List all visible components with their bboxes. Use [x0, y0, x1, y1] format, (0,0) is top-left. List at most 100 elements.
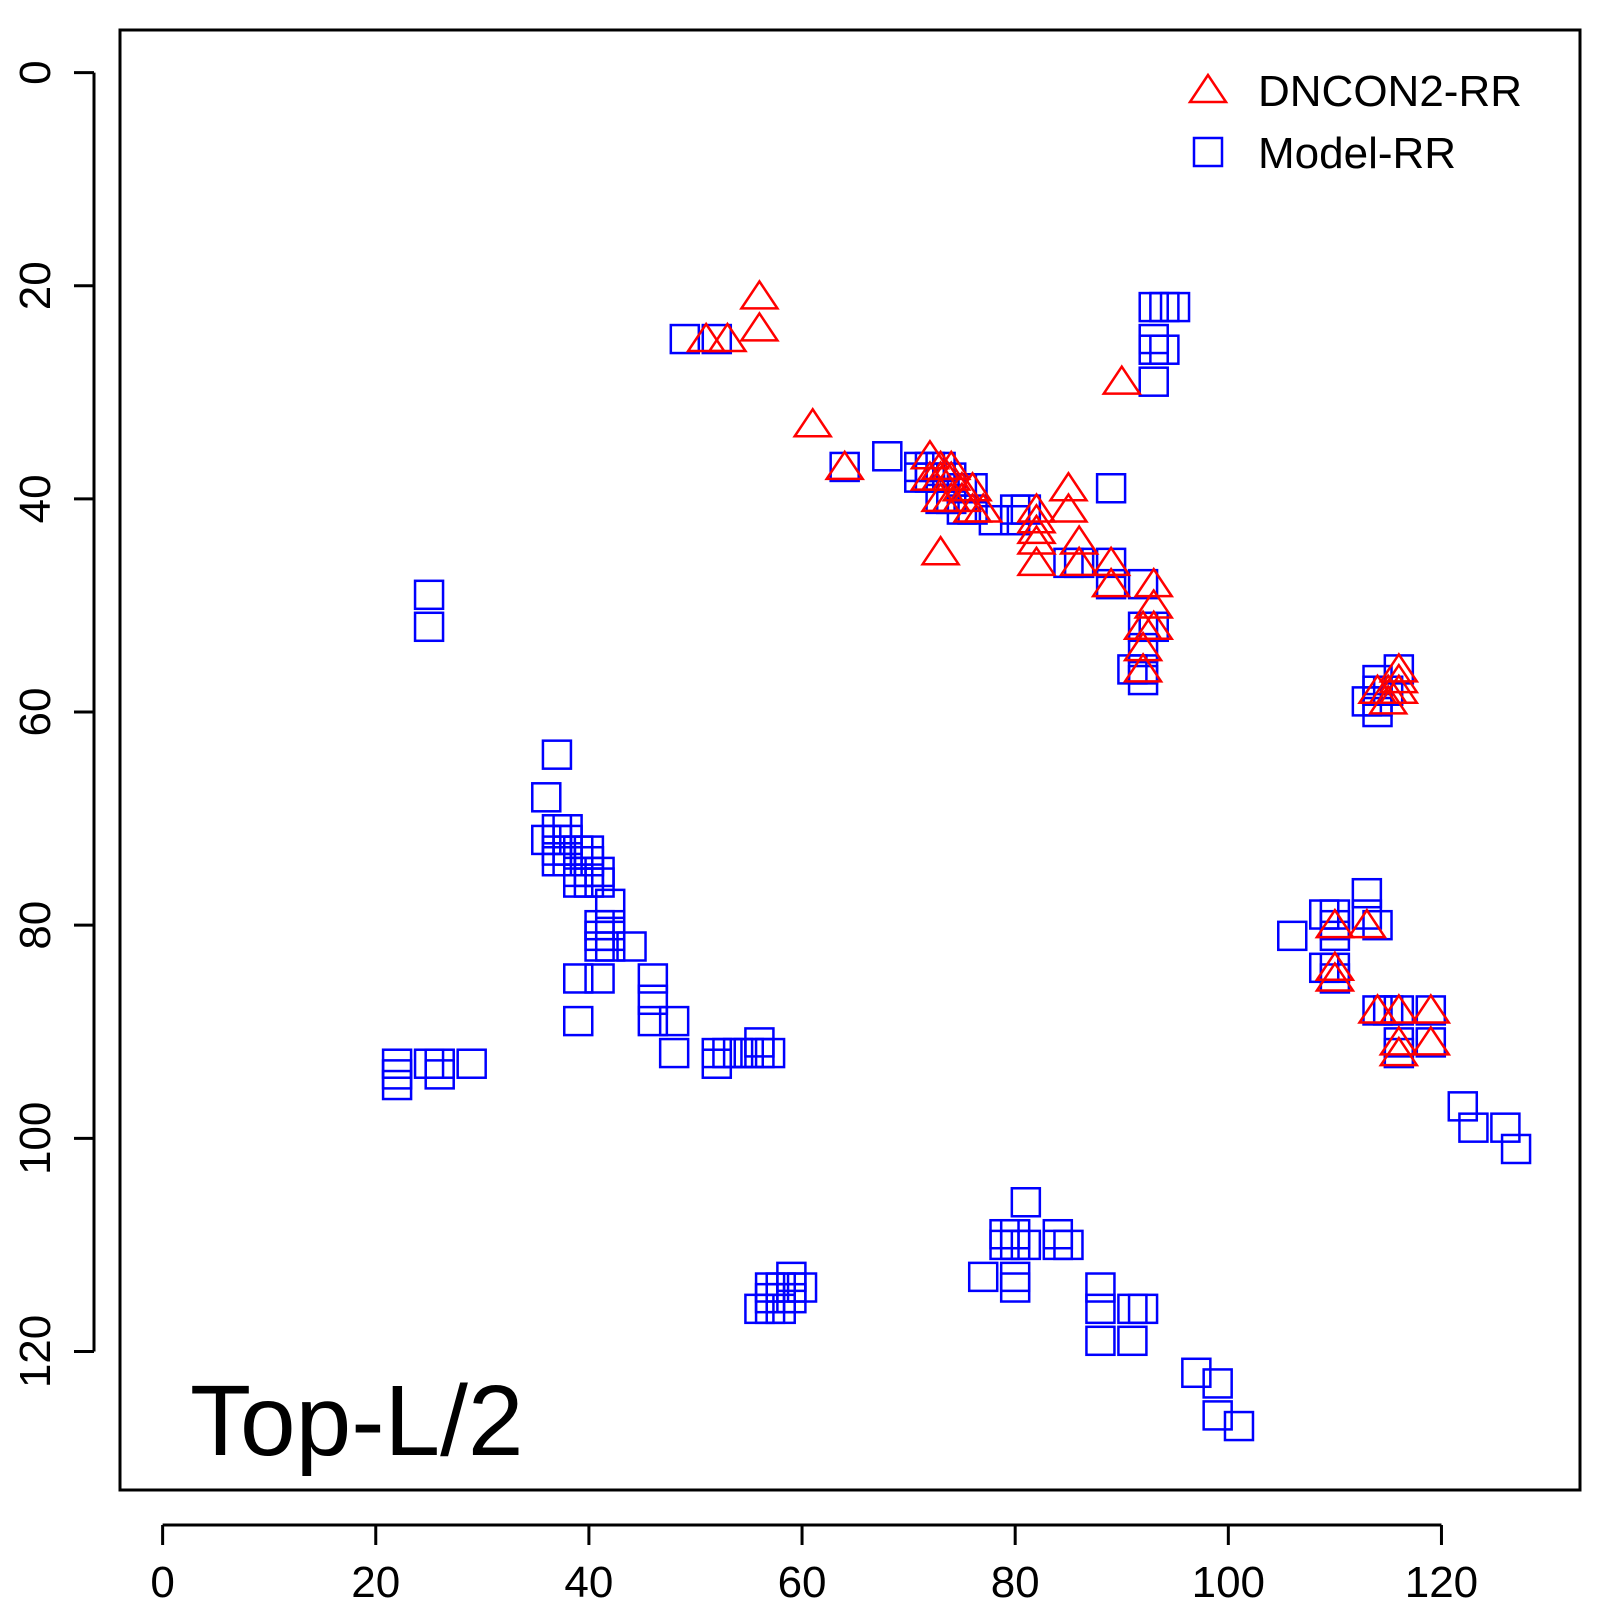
- square-point: [999, 494, 1031, 525]
- x-tick-label: 40: [564, 1558, 613, 1600]
- square-point: [381, 1048, 413, 1079]
- square-point: [637, 1005, 669, 1037]
- square-point: [1149, 291, 1180, 323]
- square-point: [1117, 1325, 1148, 1357]
- triangle-point: [1314, 907, 1356, 939]
- square-point: [541, 824, 573, 856]
- square-point: [552, 835, 583, 866]
- square-point: [531, 824, 562, 856]
- square-point: [1117, 1293, 1148, 1325]
- triangle-point: [1048, 492, 1089, 523]
- square-point: [744, 1293, 775, 1325]
- square-point: [978, 504, 1010, 536]
- square-point: [1362, 909, 1393, 941]
- triangle-point: [1378, 662, 1420, 694]
- triangle-point: [1016, 524, 1057, 555]
- square-point: [413, 579, 445, 611]
- triangle-point: [952, 470, 993, 502]
- square-point: [754, 1293, 786, 1325]
- x-tick-label: 0: [150, 1558, 174, 1600]
- triangle-point: [1410, 1025, 1452, 1056]
- square-point: [562, 1005, 594, 1037]
- square-point: [999, 1218, 1031, 1250]
- square-point: [1127, 1293, 1159, 1325]
- square-point: [1053, 1229, 1084, 1261]
- triangle-point: [1378, 1035, 1420, 1067]
- square-point: [1095, 472, 1127, 504]
- square-point: [1223, 1410, 1255, 1442]
- square-point: [999, 1261, 1031, 1293]
- square-point: [531, 782, 562, 813]
- square-point: [573, 856, 605, 888]
- square-point: [562, 835, 594, 866]
- triangle-point: [1314, 961, 1356, 992]
- legend-label: DNCON2-RR: [1258, 67, 1522, 116]
- triangle-point: [1378, 993, 1420, 1024]
- square-point: [658, 1037, 690, 1069]
- square-point: [1138, 334, 1169, 365]
- square-point: [999, 1272, 1031, 1303]
- triangle-point: [1378, 673, 1420, 704]
- square-point: [1138, 323, 1169, 355]
- square-point: [1127, 568, 1159, 600]
- square-point: [712, 1037, 743, 1069]
- square-point: [1127, 664, 1159, 696]
- square-point: [594, 888, 626, 920]
- square-point: [872, 441, 903, 472]
- x-tick-label: 80: [991, 1558, 1040, 1600]
- square-point: [584, 931, 615, 962]
- square-point: [637, 963, 669, 994]
- square-point: [754, 1272, 786, 1303]
- triangle-point: [1016, 545, 1057, 577]
- square-point: [1138, 366, 1169, 397]
- triangle-point: [739, 311, 780, 342]
- triangle-point: [1016, 492, 1057, 523]
- square-point: [989, 1229, 1020, 1261]
- square-point: [754, 1037, 786, 1069]
- x-tick-label: 100: [1192, 1558, 1265, 1600]
- triangle-point: [1122, 630, 1164, 662]
- x-axis: 0 20 40 60 80 100 120: [150, 1523, 1478, 1600]
- triangle-point: [1357, 993, 1398, 1024]
- square-point: [776, 1282, 807, 1314]
- square-point: [552, 814, 583, 845]
- square-point: [573, 867, 605, 898]
- square-point: [584, 920, 615, 952]
- square-point: [1117, 654, 1148, 685]
- y-tick-label: 20: [11, 261, 60, 310]
- triangle-point: [1090, 545, 1132, 577]
- triangle-point: [1133, 609, 1175, 641]
- square-point: [1010, 1187, 1042, 1218]
- triangle-point: [1133, 566, 1175, 598]
- y-tick-label: 60: [11, 688, 60, 737]
- square-point: [1010, 1229, 1042, 1261]
- square-point: [744, 1027, 775, 1058]
- triangle-point: [1314, 950, 1356, 982]
- square-point: [1085, 1272, 1116, 1303]
- square-point: [424, 1059, 455, 1090]
- square-point: [552, 845, 583, 877]
- triangle-point: [920, 534, 961, 566]
- square-point: [616, 931, 647, 962]
- y-tick-label: 120: [11, 1315, 60, 1388]
- y-axis: 0 20 40 60 80 100 120: [11, 60, 96, 1388]
- square-point: [637, 984, 669, 1016]
- triangle-point: [1410, 993, 1452, 1024]
- y-tick-label: 100: [11, 1102, 60, 1175]
- triangle-point: [739, 279, 780, 310]
- square-point: [765, 1293, 796, 1325]
- square-point: [1138, 291, 1169, 323]
- triangle-point: [1133, 588, 1175, 619]
- square-point: [413, 611, 445, 643]
- triangle-point: [1058, 524, 1100, 555]
- square-point: [967, 1261, 999, 1293]
- triangle-point: [962, 492, 1004, 523]
- square-point: [744, 1037, 775, 1069]
- square-point: [584, 867, 615, 898]
- triangle-point: [1016, 513, 1057, 545]
- triangle-point: [1048, 470, 1089, 502]
- square-point: [594, 920, 626, 952]
- square-point: [776, 1261, 807, 1293]
- square-point: [733, 1037, 765, 1069]
- square-point: [701, 1048, 733, 1079]
